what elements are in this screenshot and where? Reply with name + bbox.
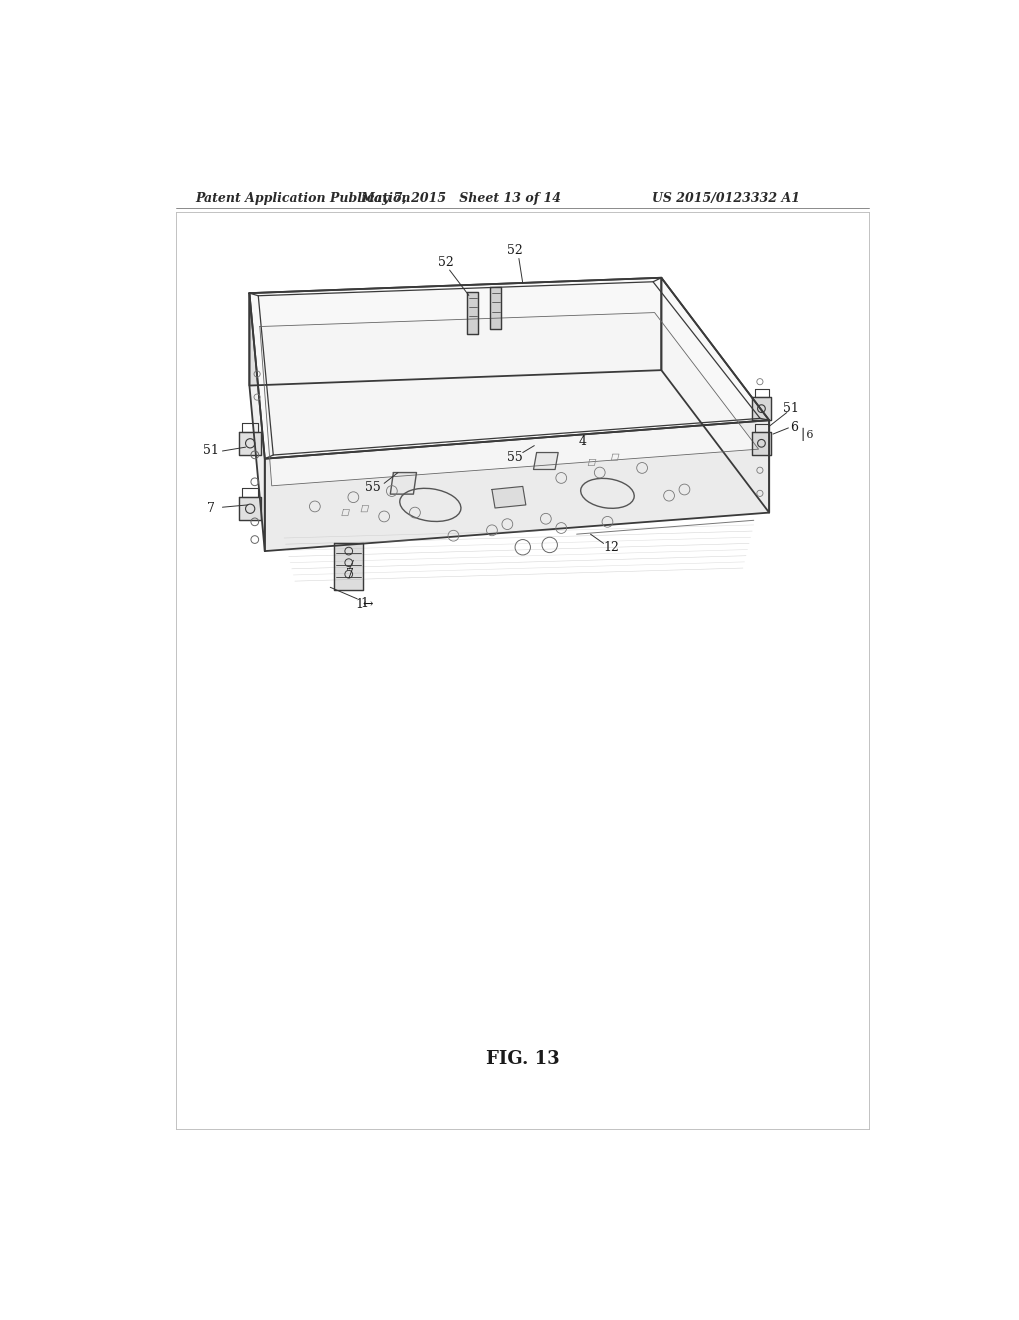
Text: 4: 4	[578, 436, 586, 449]
Text: May 7, 2015   Sheet 13 of 14: May 7, 2015 Sheet 13 of 14	[361, 191, 561, 205]
Polygon shape	[260, 313, 758, 486]
Text: 51: 51	[203, 445, 219, 458]
Text: 1: 1	[361, 597, 369, 610]
Polygon shape	[491, 487, 526, 508]
Text: ⎪6: ⎪6	[798, 428, 813, 441]
Polygon shape	[751, 432, 770, 455]
Text: 55: 55	[365, 482, 380, 495]
Polygon shape	[467, 292, 478, 334]
Polygon shape	[390, 473, 416, 494]
Polygon shape	[334, 544, 363, 590]
Polygon shape	[250, 277, 768, 459]
Text: Patent Application Publication: Patent Application Publication	[196, 191, 411, 205]
Polygon shape	[660, 277, 768, 512]
Text: 7: 7	[345, 568, 354, 581]
Polygon shape	[533, 453, 557, 470]
Text: US 2015/0123332 A1: US 2015/0123332 A1	[651, 191, 799, 205]
Text: 7: 7	[207, 502, 215, 515]
Polygon shape	[265, 420, 768, 552]
Polygon shape	[239, 432, 261, 455]
Text: 6: 6	[789, 421, 797, 434]
Polygon shape	[250, 277, 660, 385]
Text: 1↔: 1↔	[356, 598, 374, 611]
Text: 52: 52	[506, 244, 523, 257]
Polygon shape	[490, 286, 500, 330]
Polygon shape	[250, 293, 265, 552]
Text: 52: 52	[437, 256, 453, 269]
Text: 12: 12	[603, 541, 619, 554]
Polygon shape	[239, 498, 261, 520]
Text: FIG. 13: FIG. 13	[485, 1051, 559, 1068]
Text: 55: 55	[506, 450, 523, 463]
Polygon shape	[751, 397, 770, 420]
Text: 51: 51	[782, 403, 798, 416]
